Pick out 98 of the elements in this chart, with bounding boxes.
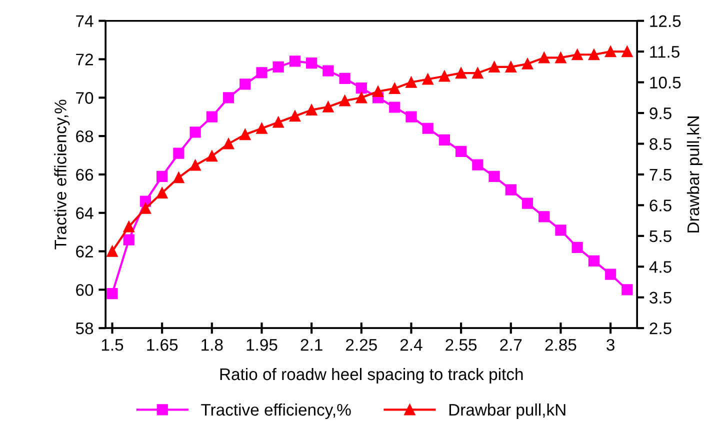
y-tick-label: 74 xyxy=(76,15,94,27)
point xyxy=(156,187,168,198)
y2-tick-label: 6.5 xyxy=(650,200,672,212)
point xyxy=(339,72,350,84)
x-axis-title: Ratio of roadw heel spacing to track pitch xyxy=(220,368,523,384)
y-tick-label: 70 xyxy=(76,92,94,104)
point xyxy=(240,128,251,140)
point xyxy=(106,246,118,257)
point xyxy=(438,134,450,146)
y-tick-label: 64 xyxy=(76,207,94,220)
legend-label: Drawbar pull,kN xyxy=(449,403,566,419)
point xyxy=(604,46,616,58)
point xyxy=(538,52,550,64)
y2-tick-label: 5.5 xyxy=(650,230,672,242)
point xyxy=(289,110,301,122)
x-tick-label: 1.65 xyxy=(147,338,178,351)
point xyxy=(622,284,633,296)
point xyxy=(272,61,284,72)
point xyxy=(289,56,301,67)
y-tick-label: 72 xyxy=(76,54,93,66)
y2-tick-label: 11.5 xyxy=(650,46,680,58)
point xyxy=(322,65,334,76)
point xyxy=(604,268,616,280)
point xyxy=(505,184,516,196)
point xyxy=(222,92,234,104)
point xyxy=(156,170,168,182)
y2-tick-label: 7.5 xyxy=(650,169,672,181)
point xyxy=(106,288,118,300)
point xyxy=(555,224,566,236)
point xyxy=(372,86,384,98)
x-tick-label: 1.5 xyxy=(102,339,124,351)
y-axis-title: Tractive efficiency,% xyxy=(54,100,70,250)
point xyxy=(472,68,484,79)
point xyxy=(522,198,534,209)
y2-tick-label: 10.5 xyxy=(650,76,681,88)
point xyxy=(555,52,566,64)
point xyxy=(522,58,534,70)
point xyxy=(306,58,318,69)
x-tick-label: 2.25 xyxy=(346,338,377,351)
point xyxy=(406,111,417,122)
y2-tick-label: 8.5 xyxy=(650,138,672,150)
point xyxy=(356,82,367,94)
point xyxy=(272,116,284,128)
point xyxy=(256,122,268,134)
point xyxy=(190,160,201,171)
y-tick-label: 60 xyxy=(76,284,94,296)
x-tick-label: 2.85 xyxy=(545,338,576,351)
point xyxy=(622,46,633,58)
x-tick-label: 1.8 xyxy=(202,338,223,351)
point xyxy=(422,74,434,85)
x-tick-label: 2.4 xyxy=(400,338,422,351)
point xyxy=(339,95,350,106)
point xyxy=(538,211,550,222)
point xyxy=(406,76,417,88)
point xyxy=(456,146,467,157)
point xyxy=(190,126,201,138)
x-tick-label: 1.95 xyxy=(246,338,278,351)
point xyxy=(173,148,184,159)
y2-axis-title: Drawbar pull,kN xyxy=(686,116,702,232)
point xyxy=(572,49,583,60)
x-tick-label: 2.55 xyxy=(446,338,477,351)
point xyxy=(322,101,334,112)
y2-tick-label: 12.5 xyxy=(650,15,681,28)
x-tick-label: 2.1 xyxy=(300,338,322,351)
y-tick-label: 68 xyxy=(76,130,94,142)
point xyxy=(140,202,152,214)
point xyxy=(588,255,600,266)
x-tick-label: 3 xyxy=(606,338,614,351)
y2-tick-label: 2.5 xyxy=(650,322,672,334)
point xyxy=(389,82,400,94)
point xyxy=(123,234,134,246)
y2-tick-label: 9.5 xyxy=(650,107,672,120)
point xyxy=(173,172,184,184)
point xyxy=(588,49,600,60)
point xyxy=(456,68,467,79)
point xyxy=(306,104,318,116)
point xyxy=(438,70,450,82)
y2-tick-label: 3.5 xyxy=(650,292,672,304)
point xyxy=(206,150,218,162)
point xyxy=(488,61,500,72)
legend-label: Tractive efficiency,% xyxy=(201,403,351,419)
y-tick-label: 58 xyxy=(76,322,94,334)
point xyxy=(206,111,218,122)
point xyxy=(240,78,251,90)
x-tick-label: 2.7 xyxy=(500,338,522,351)
point xyxy=(422,122,434,134)
point xyxy=(472,159,484,170)
point xyxy=(123,221,134,232)
y-tick-label: 66 xyxy=(76,168,94,181)
point xyxy=(389,102,400,113)
point xyxy=(222,138,234,150)
point xyxy=(356,92,367,104)
point xyxy=(488,170,500,182)
point xyxy=(505,61,516,72)
point xyxy=(572,242,583,253)
point xyxy=(256,67,268,78)
y-tick-label: 62 xyxy=(76,246,93,258)
y2-tick-label: 4.5 xyxy=(649,261,672,273)
